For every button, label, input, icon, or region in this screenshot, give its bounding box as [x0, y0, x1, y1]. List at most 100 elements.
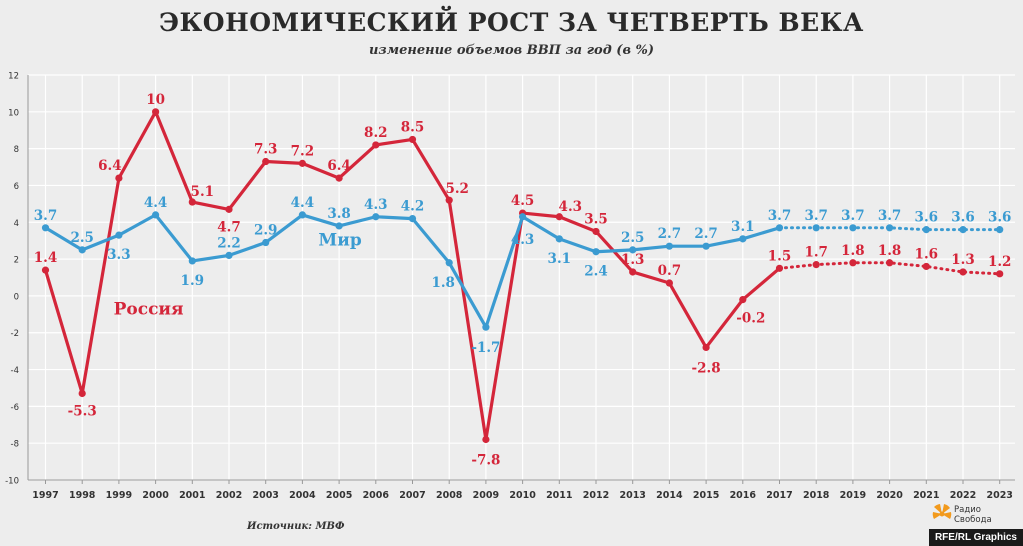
y-tick-label: 12: [8, 72, 19, 82]
x-tick-label: 2000: [142, 490, 169, 501]
series-name-labels: Россия Мир: [114, 230, 362, 319]
data-point: [262, 157, 270, 166]
data-point: [152, 211, 160, 219]
data-point: [775, 224, 784, 232]
data-point: [335, 174, 343, 182]
data-point: [188, 257, 196, 265]
data-point: [555, 213, 563, 221]
data-point: [445, 259, 453, 267]
x-tick-label: 2010: [509, 490, 536, 501]
data-label: 1.7: [804, 245, 828, 261]
data-point: [739, 235, 747, 243]
x-tick-label: 1997: [32, 490, 58, 501]
data-point: [115, 174, 123, 182]
data-label: 1.2: [988, 254, 1012, 270]
data-label: 2.7: [694, 226, 718, 242]
y-tick-label: -6: [11, 403, 19, 413]
data-labels: 1.4 -5.3 6.4 10 5.1 4.7 7.3 7.2 6.4 8.2 8.5 5.2 -7.8…: [34, 92, 1012, 469]
data-point: [629, 246, 637, 254]
data-label: 3.6: [988, 210, 1012, 226]
data-label: 4.3: [364, 197, 388, 213]
data-point: [592, 248, 600, 256]
data-point: [959, 226, 967, 234]
data-point: [702, 242, 710, 250]
logo-text-line-1: Радио: [954, 505, 981, 515]
data-point: [519, 213, 527, 221]
data-label: 4.3: [559, 199, 583, 215]
data-label: 1.6: [915, 246, 939, 262]
y-tick-label: -10: [5, 477, 19, 487]
x-tick-label: 2013: [619, 490, 645, 501]
data-point: [372, 141, 380, 149]
data-label: 3.5: [584, 211, 608, 227]
data-label: 2.5: [621, 230, 645, 246]
x-tick-label: 2002: [216, 490, 242, 501]
x-tick-label: 2007: [399, 490, 425, 501]
data-label: 2.5: [70, 230, 94, 246]
x-tick-label: 2014: [656, 490, 683, 501]
x-tick-label: 1998: [69, 490, 96, 501]
data-label: 3.7: [878, 208, 902, 224]
data-point: [886, 224, 894, 232]
data-label: 0.7: [658, 263, 682, 279]
x-tick-label: 2023: [986, 490, 1012, 501]
logo-text-line-2: Свобода: [954, 515, 992, 525]
y-tick-label: 10: [8, 108, 19, 118]
data-point: [482, 435, 490, 444]
data-label: 1.8: [431, 275, 455, 291]
data-label: 4.3: [511, 232, 535, 248]
logo-text: Радио Свобода: [954, 505, 992, 525]
data-label: 3.7: [768, 208, 792, 224]
axes: -10 -8 -6 -4 -2 0 2 4 6 8 10 12 1997 1998 1999 2000 2001…: [5, 72, 1015, 501]
data-label: 3.6: [951, 210, 975, 226]
y-tick-label: 6: [14, 182, 19, 192]
data-label: 3.7: [804, 208, 828, 224]
data-point: [849, 259, 857, 267]
data-label: 8.2: [364, 125, 388, 141]
x-tick-label: 2019: [840, 490, 866, 501]
data-label: 4.5: [511, 193, 535, 209]
data-label: 4.4: [144, 195, 168, 211]
data-label: 7.3: [254, 142, 278, 158]
data-label: 3.7: [34, 208, 58, 224]
x-tick-label: 2008: [436, 490, 463, 501]
data-point: [225, 251, 233, 260]
data-point: [225, 205, 233, 213]
data-point: [665, 242, 674, 250]
data-point: [849, 224, 857, 232]
data-point: [812, 224, 820, 232]
data-label: 6.4: [327, 158, 351, 174]
data-label: 1.8: [841, 243, 865, 259]
data-label: 3.8: [327, 206, 351, 222]
x-tick-label: 2016: [730, 490, 757, 501]
data-label: 4.7: [217, 219, 241, 235]
data-point: [152, 108, 160, 116]
series-points: [41, 108, 1004, 444]
data-point: [555, 235, 563, 243]
series-name-russia: Россия: [114, 299, 184, 319]
data-label: -0.2: [736, 311, 765, 327]
x-tick-label: 2001: [179, 490, 205, 501]
data-point: [78, 389, 86, 398]
x-tick-label: 2018: [803, 490, 830, 501]
data-point: [482, 323, 490, 331]
data-label: 1.4: [34, 250, 58, 266]
x-tick-label: 2004: [289, 490, 316, 501]
y-tick-label: 0: [14, 292, 19, 302]
data-point: [408, 214, 417, 223]
data-label: 1.3: [621, 252, 645, 268]
y-tick-label: -8: [11, 440, 19, 450]
data-point: [922, 226, 930, 234]
data-point: [812, 261, 820, 269]
data-label: 7.2: [291, 143, 315, 159]
data-label: 2.4: [584, 264, 608, 280]
graphics-credit: RFE/RL Graphics: [928, 529, 1023, 546]
data-label: 4.2: [401, 199, 425, 215]
data-label: 5.1: [191, 184, 215, 200]
data-label: 3.1: [731, 219, 755, 235]
data-point: [298, 211, 306, 219]
data-label: 2.2: [217, 235, 241, 251]
data-label: 2.9: [254, 223, 278, 239]
data-point: [959, 268, 967, 276]
chart-subtitle: изменение объемов ВВП за год (в %): [368, 43, 655, 58]
